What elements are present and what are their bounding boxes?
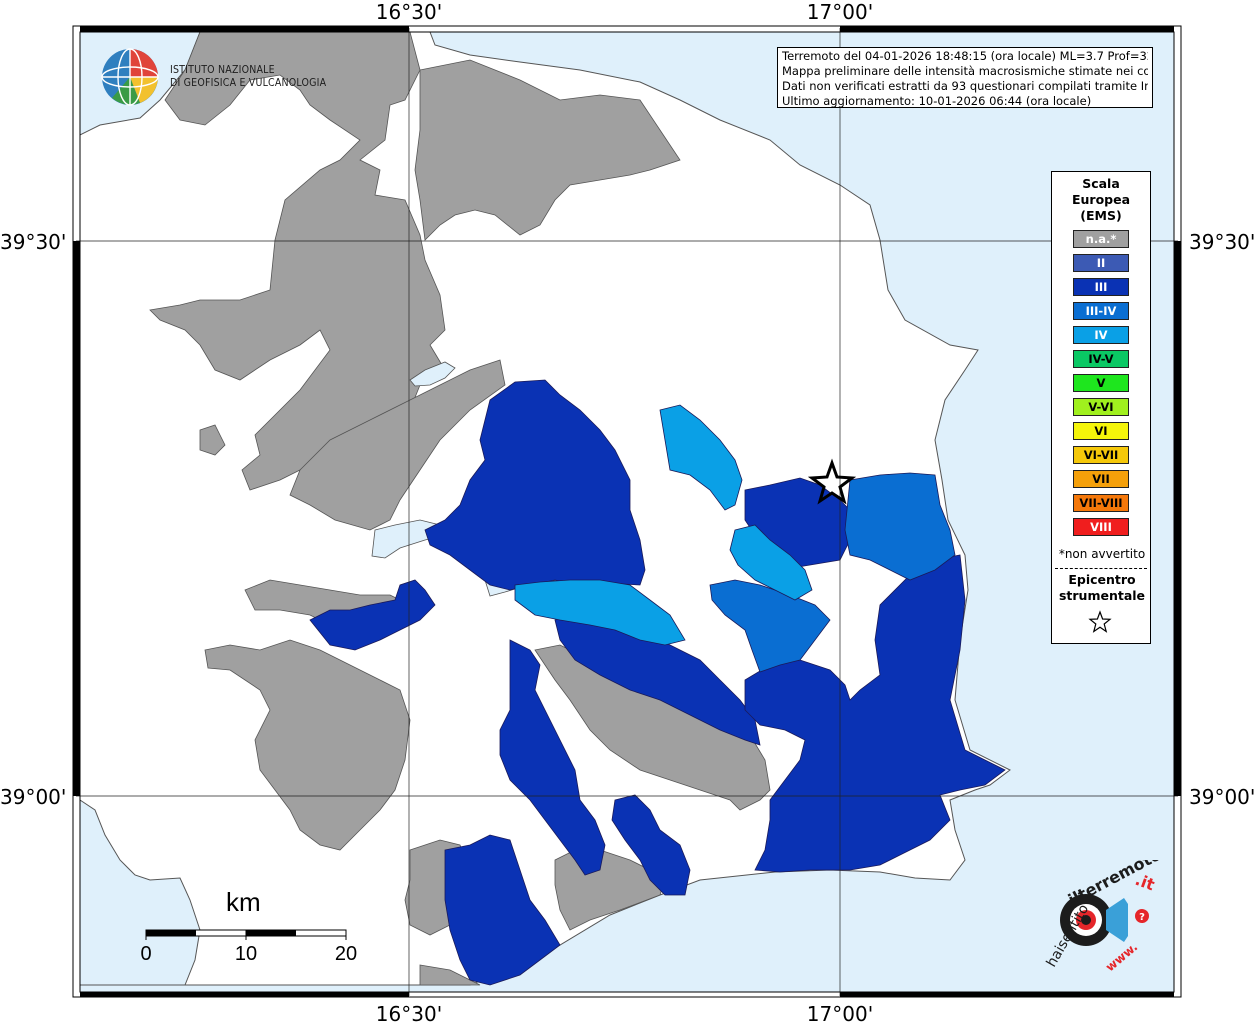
west-sea <box>79 799 201 986</box>
legend-item-vi-vii: VI-VII <box>1073 446 1129 464</box>
lon-tick-bottom-2: 17°00' <box>806 1002 874 1026</box>
legend-title-line1: Scala <box>1082 176 1120 191</box>
legend-epicenter-label: Epicentro strumentale <box>1052 572 1152 604</box>
event-title: Terremoto del 04-01-2026 18:48:15 (ora l… <box>782 49 1148 63</box>
map-frame <box>72 25 1182 998</box>
legend-not-felt-note: *non avvertito <box>1058 547 1146 561</box>
na-areas <box>149 31 771 986</box>
lat-tick-right-1: 39°30' <box>1189 230 1254 254</box>
graticule <box>76 28 1178 996</box>
legend-item-vii: VII <box>1073 470 1129 488</box>
legend-epicenter-line2: strumentale <box>1058 588 1146 603</box>
ems-legend: Scala Europea (EMS) n.a.* II III III-IV IV IV… <box>1051 171 1151 644</box>
ems-III-areas <box>309 379 1006 986</box>
ems-III-IV-areas <box>709 472 956 673</box>
legend-item-vii-viii: VII-VIII <box>1073 494 1129 512</box>
legend-item-iii: III <box>1073 278 1129 296</box>
ingv-globe-icon <box>101 48 159 106</box>
lat-tick-right-2: 39°00' <box>1189 785 1254 809</box>
ingv-name-line1: ISTITUTO NAZIONALE <box>170 64 275 76</box>
lon-tick-top-1: 16°30' <box>375 0 443 24</box>
map-description: Mappa preliminare delle intensità macros… <box>782 64 1148 78</box>
legend-item-viii: VIII <box>1073 518 1129 536</box>
legend-item-na: n.a.* <box>1073 230 1129 248</box>
lon-tick-top-2: 17°00' <box>806 0 874 24</box>
scale-label-20: 20 <box>334 943 358 965</box>
legend-item-v-vi: V-VI <box>1073 398 1129 416</box>
scale-label-0: 0 <box>140 943 152 965</box>
legend-item-iv: IV <box>1073 326 1129 344</box>
legend-item-iv-v: IV-V <box>1073 350 1129 368</box>
last-update: Ultimo aggiornamento: 10-01-2026 06:44 (… <box>782 94 1092 108</box>
legend-item-ii: II <box>1073 254 1129 272</box>
legend-item-v: V <box>1073 374 1129 392</box>
legend-item-vi: VI <box>1073 422 1129 440</box>
legend-item-iii-iv: III-IV <box>1073 302 1129 320</box>
scale-unit: km <box>226 887 261 917</box>
lat-tick-left-1: 39°30' <box>0 230 67 254</box>
hst-text-4: www. <box>1103 940 1140 975</box>
epicenter-star-icon <box>1088 610 1112 633</box>
lat-tick-left-2: 39°00' <box>0 785 67 809</box>
scale-bar <box>145 929 347 940</box>
scale-label-10: 10 <box>234 943 258 965</box>
epicenter-star <box>807 458 857 505</box>
legend-title: Scala Europea (EMS) <box>1052 176 1150 224</box>
lon-tick-bottom-1: 16°30' <box>375 1002 443 1026</box>
legend-divider <box>1055 568 1147 569</box>
event-info-box: Terremoto del 04-01-2026 18:48:15 (ora l… <box>777 47 1153 108</box>
ems-IV-areas <box>514 404 813 646</box>
legend-title-line3: (EMS) <box>1080 208 1122 223</box>
hst-logo-icon: ? haisentito ilterremoto .it www. <box>1044 845 1165 975</box>
legend-epicenter-line1: Epicentro <box>1068 572 1136 587</box>
hst-logo: ? haisentito ilterremoto .it www. <box>1024 845 1174 980</box>
data-source-note: Dati non verificati estratti da 93 quest… <box>782 79 1148 93</box>
legend-title-line2: Europea <box>1071 192 1131 207</box>
svg-text:?: ? <box>1139 912 1145 923</box>
ingv-logo: ISTITUTO NAZIONALE DI GEOFISICA E VULCAN… <box>100 46 330 110</box>
ingv-name-line2: DI GEOFISICA E VULCANOLOGIA <box>170 77 327 89</box>
